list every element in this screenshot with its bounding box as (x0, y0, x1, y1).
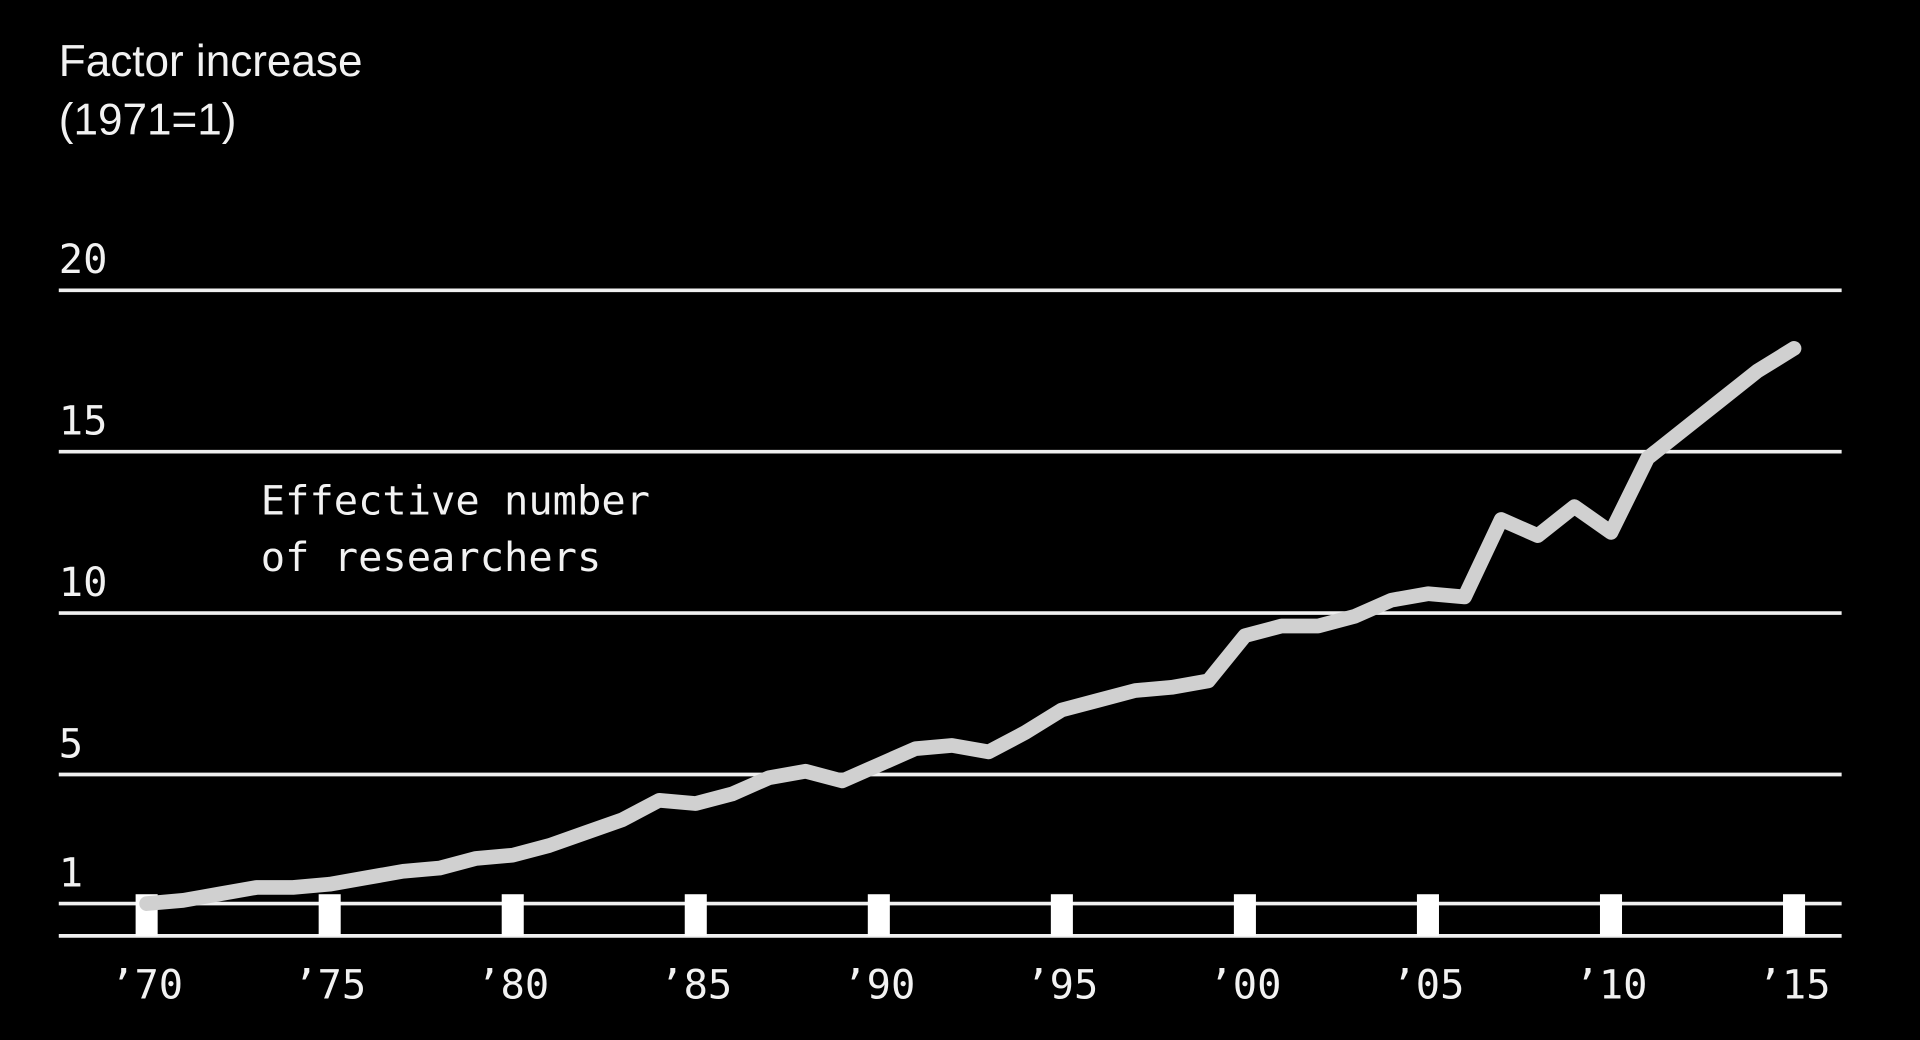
x-tick-label: ’75 (293, 960, 366, 1008)
x-tick-mark (1416, 894, 1439, 936)
x-tick-mark (1783, 894, 1806, 936)
y-tick-label: 10 (59, 558, 108, 606)
x-tick-label: ’95 (1025, 960, 1098, 1008)
x-tick-label: ’05 (1391, 960, 1464, 1008)
x-tick-mark (1233, 894, 1256, 936)
x-tick-label: ’00 (1208, 960, 1281, 1008)
x-tick-mark (867, 894, 890, 936)
y-tick-label: 20 (59, 235, 108, 283)
annotation: Effective number (261, 476, 650, 524)
x-tick-mark (318, 894, 341, 936)
annotation: of researchers (261, 533, 602, 581)
x-tick-mark (501, 894, 524, 936)
x-tick-mark (1599, 894, 1623, 936)
x-tick-label: ’90 (842, 960, 915, 1008)
x-tick-label: ’10 (1575, 960, 1648, 1008)
y-tick-label: 5 (59, 719, 83, 767)
chart-subtitle: (1971=1) (59, 96, 237, 145)
x-tick-mark (684, 894, 707, 936)
x-tick-label: ’85 (659, 960, 732, 1008)
x-tick-mark (1050, 894, 1073, 936)
x-tick-label: ’80 (476, 960, 549, 1008)
data-line (139, 341, 1802, 911)
y-tick-label: 15 (59, 397, 108, 445)
x-tick-label: ’15 (1758, 960, 1831, 1008)
y-tick-label: 1 (59, 848, 83, 896)
x-tick-label: ’70 (110, 960, 183, 1008)
chart-title: Factor increase (59, 37, 363, 86)
